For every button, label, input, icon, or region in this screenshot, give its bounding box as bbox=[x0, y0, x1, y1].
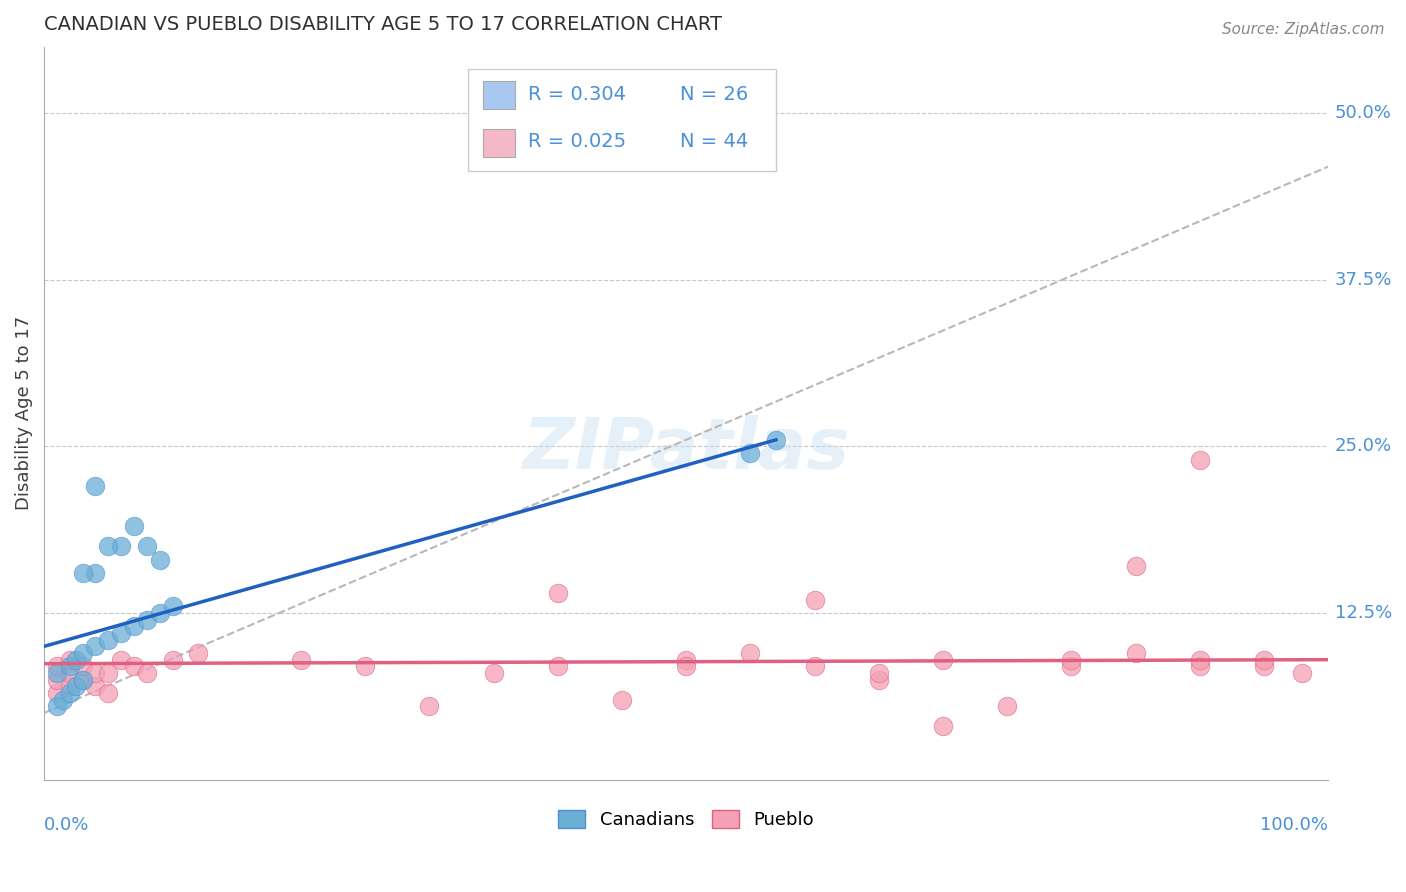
Y-axis label: Disability Age 5 to 17: Disability Age 5 to 17 bbox=[15, 316, 32, 510]
Point bbox=[97, 665, 120, 680]
Point bbox=[290, 653, 312, 667]
Point bbox=[740, 446, 762, 460]
Point bbox=[65, 653, 87, 667]
Point bbox=[135, 540, 157, 554]
Point bbox=[46, 659, 69, 673]
Point bbox=[135, 665, 157, 680]
Point bbox=[46, 673, 69, 687]
Point bbox=[59, 665, 82, 680]
Point bbox=[46, 686, 69, 700]
Point bbox=[547, 586, 569, 600]
Point bbox=[162, 599, 184, 614]
Point bbox=[765, 433, 787, 447]
Point bbox=[72, 673, 94, 687]
Text: 37.5%: 37.5% bbox=[1334, 271, 1392, 289]
Point bbox=[675, 659, 697, 673]
Point bbox=[1291, 665, 1313, 680]
Point bbox=[1188, 653, 1211, 667]
Point bbox=[135, 613, 157, 627]
Point bbox=[149, 552, 172, 566]
Text: 12.5%: 12.5% bbox=[1334, 604, 1392, 622]
Point bbox=[354, 659, 377, 673]
Text: CANADIAN VS PUEBLO DISABILITY AGE 5 TO 17 CORRELATION CHART: CANADIAN VS PUEBLO DISABILITY AGE 5 TO 1… bbox=[44, 15, 723, 34]
Point bbox=[84, 679, 107, 693]
Point bbox=[162, 653, 184, 667]
Point bbox=[59, 653, 82, 667]
Bar bbox=[484, 129, 516, 157]
Point bbox=[149, 606, 172, 620]
Text: Source: ZipAtlas.com: Source: ZipAtlas.com bbox=[1222, 22, 1385, 37]
Point bbox=[72, 673, 94, 687]
Text: ZIPatlas: ZIPatlas bbox=[523, 416, 849, 484]
Point bbox=[97, 632, 120, 647]
FancyBboxPatch shape bbox=[468, 69, 776, 171]
Point bbox=[59, 679, 82, 693]
Point bbox=[803, 592, 825, 607]
Point bbox=[110, 653, 132, 667]
Point bbox=[59, 659, 82, 673]
Point bbox=[187, 646, 209, 660]
Point bbox=[65, 679, 87, 693]
Point bbox=[675, 653, 697, 667]
Point bbox=[418, 699, 440, 714]
Point bbox=[1253, 653, 1275, 667]
Point bbox=[1188, 452, 1211, 467]
Point bbox=[1060, 653, 1083, 667]
Point bbox=[995, 699, 1018, 714]
Text: 25.0%: 25.0% bbox=[1334, 437, 1392, 456]
Point bbox=[1125, 559, 1147, 574]
Text: R = 0.025: R = 0.025 bbox=[529, 132, 626, 152]
Point bbox=[72, 659, 94, 673]
Point bbox=[84, 566, 107, 580]
Point bbox=[59, 686, 82, 700]
Point bbox=[740, 646, 762, 660]
Point bbox=[482, 665, 505, 680]
Point bbox=[547, 659, 569, 673]
Point bbox=[868, 673, 890, 687]
Point bbox=[110, 540, 132, 554]
Point bbox=[97, 686, 120, 700]
Point bbox=[46, 699, 69, 714]
Point bbox=[72, 566, 94, 580]
Point bbox=[110, 626, 132, 640]
Point bbox=[52, 692, 75, 706]
Text: N = 26: N = 26 bbox=[679, 85, 748, 103]
Bar bbox=[484, 81, 516, 109]
Point bbox=[84, 665, 107, 680]
Legend: Canadians, Pueblo: Canadians, Pueblo bbox=[551, 803, 821, 837]
Text: 100.0%: 100.0% bbox=[1260, 816, 1329, 834]
Point bbox=[868, 665, 890, 680]
Text: N = 44: N = 44 bbox=[679, 132, 748, 152]
Point bbox=[46, 665, 69, 680]
Point bbox=[932, 653, 955, 667]
Point bbox=[97, 540, 120, 554]
Point bbox=[932, 719, 955, 733]
Point bbox=[122, 519, 145, 533]
Point bbox=[1060, 659, 1083, 673]
Point bbox=[1125, 646, 1147, 660]
Point bbox=[122, 619, 145, 633]
Point bbox=[1253, 659, 1275, 673]
Text: 50.0%: 50.0% bbox=[1334, 104, 1392, 122]
Point bbox=[72, 646, 94, 660]
Text: R = 0.304: R = 0.304 bbox=[529, 85, 626, 103]
Point bbox=[803, 659, 825, 673]
Point bbox=[84, 640, 107, 654]
Point bbox=[122, 659, 145, 673]
Point bbox=[84, 479, 107, 493]
Text: 0.0%: 0.0% bbox=[44, 816, 90, 834]
Point bbox=[1188, 659, 1211, 673]
Point bbox=[610, 692, 633, 706]
